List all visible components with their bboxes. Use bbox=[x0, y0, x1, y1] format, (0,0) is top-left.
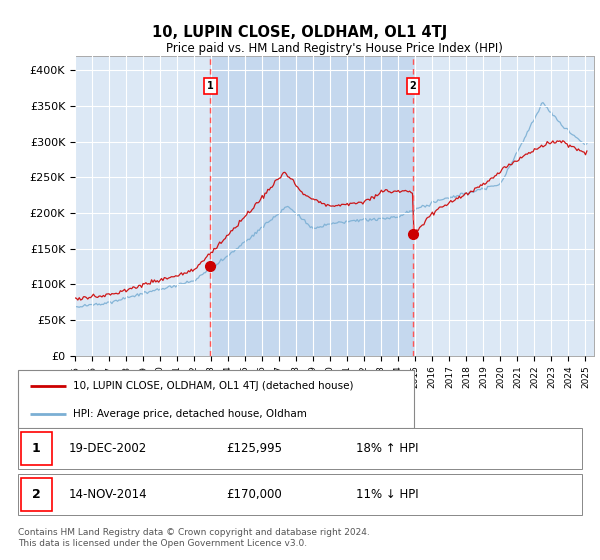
Bar bbox=[211, 56, 413, 356]
Text: HPI: Average price, detached house, Oldham: HPI: Average price, detached house, Oldh… bbox=[73, 409, 307, 419]
Text: 11% ↓ HPI: 11% ↓ HPI bbox=[356, 488, 419, 501]
Text: 2: 2 bbox=[32, 488, 41, 501]
Text: 14-NOV-2014: 14-NOV-2014 bbox=[69, 488, 148, 501]
FancyBboxPatch shape bbox=[18, 474, 582, 515]
Text: 2: 2 bbox=[410, 81, 416, 91]
FancyBboxPatch shape bbox=[21, 478, 52, 511]
Text: 1: 1 bbox=[32, 442, 41, 455]
FancyBboxPatch shape bbox=[18, 370, 414, 428]
Text: £125,995: £125,995 bbox=[227, 442, 283, 455]
Title: Price paid vs. HM Land Registry's House Price Index (HPI): Price paid vs. HM Land Registry's House … bbox=[166, 42, 503, 55]
Text: 10, LUPIN CLOSE, OLDHAM, OL1 4TJ (detached house): 10, LUPIN CLOSE, OLDHAM, OL1 4TJ (detach… bbox=[73, 381, 354, 391]
FancyBboxPatch shape bbox=[18, 428, 582, 469]
Text: 1: 1 bbox=[207, 81, 214, 91]
Text: 19-DEC-2002: 19-DEC-2002 bbox=[69, 442, 147, 455]
Text: 10, LUPIN CLOSE, OLDHAM, OL1 4TJ: 10, LUPIN CLOSE, OLDHAM, OL1 4TJ bbox=[152, 25, 448, 40]
Text: Contains HM Land Registry data © Crown copyright and database right 2024.
This d: Contains HM Land Registry data © Crown c… bbox=[18, 528, 370, 548]
Text: 18% ↑ HPI: 18% ↑ HPI bbox=[356, 442, 419, 455]
Text: £170,000: £170,000 bbox=[227, 488, 283, 501]
FancyBboxPatch shape bbox=[21, 432, 52, 465]
